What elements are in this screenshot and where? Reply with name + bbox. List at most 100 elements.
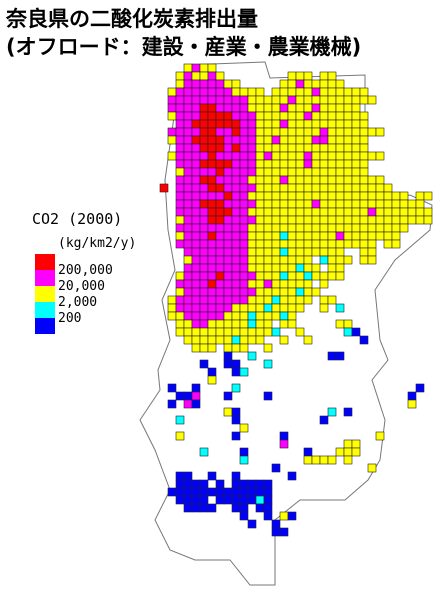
map-cell <box>271 263 281 273</box>
map-cell <box>319 95 329 105</box>
map-cell <box>295 231 305 241</box>
map-cell <box>207 311 217 321</box>
map-cell <box>295 167 305 177</box>
map-cell <box>207 271 217 281</box>
map-cell <box>351 135 361 145</box>
map-cell <box>391 191 401 201</box>
map-cell <box>279 255 289 265</box>
map-cell <box>207 487 217 497</box>
map-cell <box>175 431 185 441</box>
map-cell <box>255 335 265 345</box>
map-cell <box>175 239 185 249</box>
map-cell <box>351 143 361 153</box>
map-cell <box>183 335 193 345</box>
map-cell <box>239 447 249 457</box>
map-cell <box>287 263 297 273</box>
map-cell <box>207 247 217 257</box>
map-cell <box>175 231 185 241</box>
map-cell <box>303 223 313 233</box>
map-cell <box>279 119 289 129</box>
map-cell <box>191 327 201 337</box>
map-cell <box>255 151 265 161</box>
map-cell <box>215 127 225 137</box>
map-cell <box>343 95 353 105</box>
map-cell <box>271 527 281 537</box>
map-cell <box>295 287 305 297</box>
map-cell <box>319 143 329 153</box>
map-cell <box>367 255 377 265</box>
map-cell <box>223 135 233 145</box>
map-cell <box>231 191 241 201</box>
map-cell <box>167 127 177 137</box>
map-cell <box>183 95 193 105</box>
map-cell <box>295 263 305 273</box>
map-cell <box>351 447 361 457</box>
map-cell <box>327 119 337 129</box>
map-cell <box>279 527 289 537</box>
map-cell <box>247 287 257 297</box>
map-cell <box>207 367 217 377</box>
map-cell <box>247 159 257 169</box>
map-cell <box>255 199 265 209</box>
map-cell <box>303 247 313 257</box>
map-cell <box>295 119 305 129</box>
map-cell <box>191 223 201 233</box>
map-cell <box>343 159 353 169</box>
map-cell <box>279 87 289 97</box>
map-cell <box>183 303 193 313</box>
map-cell <box>359 95 369 105</box>
map-cell <box>175 143 185 153</box>
map-cell <box>223 199 233 209</box>
map-cell <box>247 479 257 489</box>
map-cell <box>239 271 249 281</box>
map-cell <box>231 119 241 129</box>
map-cell <box>287 199 297 209</box>
map-cell <box>287 87 297 97</box>
map-cell <box>215 247 225 257</box>
map-cell <box>239 223 249 233</box>
map-cell <box>399 199 409 209</box>
map-cell <box>199 311 209 321</box>
map-cell <box>375 175 385 185</box>
map-cell <box>303 207 313 217</box>
map-cell <box>215 79 225 89</box>
map-cell <box>175 111 185 121</box>
map-cell <box>199 239 209 249</box>
map-cell <box>175 175 185 185</box>
legend-threshold: 20,000 <box>58 279 105 294</box>
map-cell <box>383 183 393 193</box>
map-cell <box>207 151 217 161</box>
map-cell <box>335 263 345 273</box>
map-cell <box>247 487 257 497</box>
map-cell <box>223 207 233 217</box>
map-cell <box>167 303 177 313</box>
map-cell <box>303 255 313 265</box>
map-cell <box>191 207 201 217</box>
map-cell <box>327 295 337 305</box>
map-cell <box>223 391 233 401</box>
map-cell <box>295 71 305 81</box>
map-cell <box>175 327 185 337</box>
map-cell <box>223 407 233 417</box>
map-cell <box>215 207 225 217</box>
map-cell <box>335 271 345 281</box>
map-cell <box>319 79 329 89</box>
map-cell <box>199 279 209 289</box>
map-cell <box>167 311 177 321</box>
map-cell <box>191 311 201 321</box>
map-cell <box>311 95 321 105</box>
map-cell <box>335 447 345 457</box>
map-cell <box>311 239 321 249</box>
map-cell <box>367 247 377 257</box>
map-cell <box>191 319 201 329</box>
map-cell <box>279 127 289 137</box>
map-cell <box>359 119 369 129</box>
map-cell <box>231 335 241 345</box>
map-cell <box>215 183 225 193</box>
map-cell <box>279 279 289 289</box>
map-cell <box>319 415 329 425</box>
map-cell <box>327 135 337 145</box>
map-cell <box>271 191 281 201</box>
map-cell <box>175 271 185 281</box>
map-cell <box>231 231 241 241</box>
